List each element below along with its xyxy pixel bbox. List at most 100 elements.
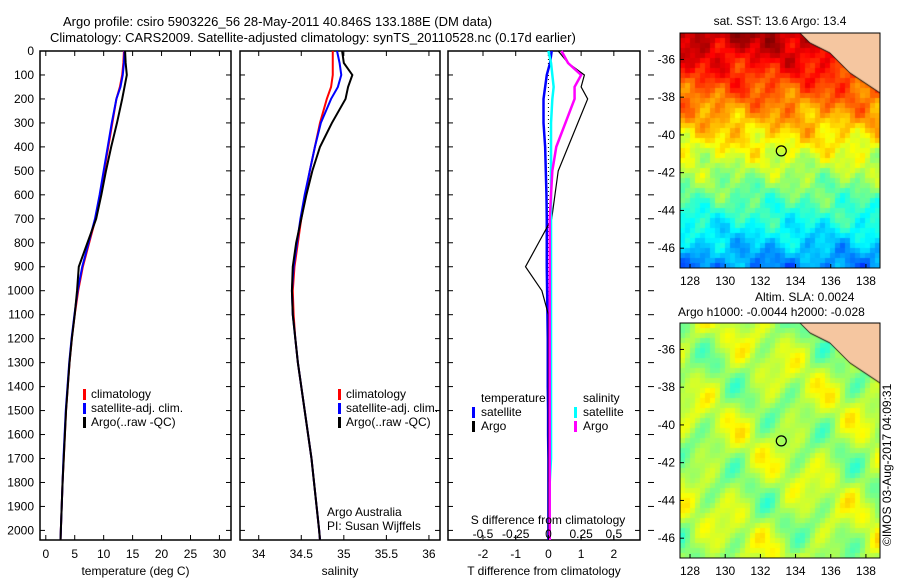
y-tick-label: 600	[14, 188, 34, 202]
legend-label: Argo(..raw -QC)	[346, 415, 431, 429]
legend-label: Argo(..raw -QC)	[91, 415, 176, 429]
title-line-2: Climatology: CARS2009. Satellite-adjuste…	[50, 30, 576, 45]
series-line-argo---raw--qc-	[290, 50, 354, 541]
x-tick-label: 0	[545, 547, 552, 561]
map-x-tick-label: 128	[680, 564, 700, 578]
legend-swatch	[472, 407, 475, 418]
map-y-tick-label: -36	[658, 342, 676, 356]
map-x-tick-label: 134	[786, 564, 806, 578]
map-y-tick-label: -36	[658, 52, 676, 66]
argo-location-marker	[775, 435, 787, 447]
x-tick-label: 36	[422, 547, 436, 561]
x-tick-label: 25	[184, 547, 198, 561]
x2-tick-label: -0.25	[502, 527, 530, 541]
x-tick-label: 15	[126, 547, 140, 561]
credit-text: ©IMOS 03-Aug-2017 04:09:31	[880, 383, 894, 546]
x-tick-label: 34.5	[290, 547, 314, 561]
map-frame	[679, 32, 881, 269]
legend-label: satellite-adj. clim.	[91, 401, 183, 415]
series-line-argo---raw--qc-	[59, 50, 128, 541]
legend-label: climatology	[346, 387, 406, 401]
map-y-tick-label: -42	[658, 166, 676, 180]
map-title: Altim. SLA: 0.0024	[755, 290, 855, 304]
y-tick-label: 1300	[7, 356, 34, 370]
map-y-tick-label: -44	[658, 493, 676, 507]
legend-header-temperature: temperature	[481, 391, 546, 405]
map-x-tick-label: 134	[786, 274, 806, 288]
argo-location-marker	[775, 145, 787, 157]
x-tick-label: -1	[510, 547, 521, 561]
map-frame	[679, 322, 881, 559]
x-tick-label: -2	[478, 547, 489, 561]
y-tick-label: 1800	[7, 475, 34, 489]
annotation-text: PI: Susan Wijffels	[327, 519, 421, 533]
y-tick-label: 800	[14, 236, 34, 250]
x-axis-label: salinity	[322, 564, 359, 578]
x-axis-label: temperature (deg C)	[81, 564, 189, 578]
legend-swatch	[472, 421, 475, 432]
legend-label: Argo	[481, 419, 507, 433]
y-tick-label: 1500	[7, 404, 34, 418]
legend-label: satellite	[583, 405, 624, 419]
y-tick-label: 1000	[7, 284, 34, 298]
x-tick-label: 35	[337, 547, 351, 561]
legend-swatch	[83, 389, 86, 400]
annotation-text: Argo Australia	[327, 505, 402, 519]
map-subtitle: Argo h1000: -0.0044 h2000: -0.028	[678, 305, 865, 319]
x-tick-label: 10	[97, 547, 111, 561]
legend-swatch	[338, 389, 341, 400]
y-tick-label: 1100	[8, 308, 34, 322]
map-x-tick-label: 128	[680, 274, 700, 288]
legend-label: climatology	[91, 387, 151, 401]
map-y-tick-label: -38	[658, 380, 676, 394]
legend-swatch	[338, 417, 341, 428]
sla-map	[680, 323, 880, 558]
y-tick-label: 1900	[7, 499, 34, 513]
x-tick-label: 2	[610, 547, 617, 561]
map-title: sat. SST: 13.6 Argo: 13.4	[714, 14, 847, 28]
legend-swatch	[83, 417, 86, 428]
y-tick-label: 1600	[7, 428, 34, 442]
x-axis-label: T difference from climatology	[467, 564, 621, 578]
sst-map	[680, 33, 880, 268]
x-tick-label: 1	[578, 547, 585, 561]
map-y-tick-label: -44	[658, 203, 676, 217]
y-tick-label: 400	[14, 140, 34, 154]
diff-line-t-argo	[524, 50, 589, 540]
legend-swatch	[574, 421, 577, 432]
y-tick-label: 500	[14, 164, 34, 178]
legend-swatch	[338, 403, 341, 414]
x2-tick-label: 0.5	[605, 527, 622, 541]
map-y-tick-label: -40	[658, 418, 676, 432]
y-tick-label: 900	[14, 260, 34, 274]
legend-label: Argo	[583, 419, 609, 433]
x-tick-label: 30	[213, 547, 227, 561]
map-y-tick-label: -46	[658, 241, 676, 255]
x2-tick-label: -0.5	[473, 527, 494, 541]
title-line-1: Argo profile: csiro 5903226_56 28-May-20…	[63, 14, 492, 29]
map-x-tick-label: 138	[856, 274, 876, 288]
legend-swatch	[574, 407, 577, 418]
map-y-tick-label: -40	[658, 128, 676, 142]
map-x-tick-label: 136	[821, 564, 841, 578]
x-tick-label: 35.5	[375, 547, 399, 561]
x-tick-label: 0	[42, 547, 49, 561]
map-x-tick-label: 130	[715, 274, 735, 288]
y-tick-label: 1400	[7, 380, 34, 394]
y-tick-label: 700	[14, 212, 34, 226]
x2-tick-label: 0.25	[569, 527, 593, 541]
legend-label: satellite	[481, 405, 522, 419]
y-tick-label: 200	[14, 92, 34, 106]
y-tick-label: 0	[27, 44, 34, 58]
panel-frame-2	[239, 50, 441, 541]
map-x-tick-label: 132	[750, 564, 770, 578]
panel-frame-3	[447, 50, 641, 541]
y-tick-label: 1700	[7, 452, 34, 466]
map-x-tick-label: 138	[856, 564, 876, 578]
legend-header-salinity: salinity	[583, 391, 620, 405]
y-tick-label: 1200	[7, 332, 34, 346]
y-tick-label: 2000	[7, 523, 34, 537]
map-y-tick-label: -46	[658, 531, 676, 545]
map-x-tick-label: 132	[750, 274, 770, 288]
